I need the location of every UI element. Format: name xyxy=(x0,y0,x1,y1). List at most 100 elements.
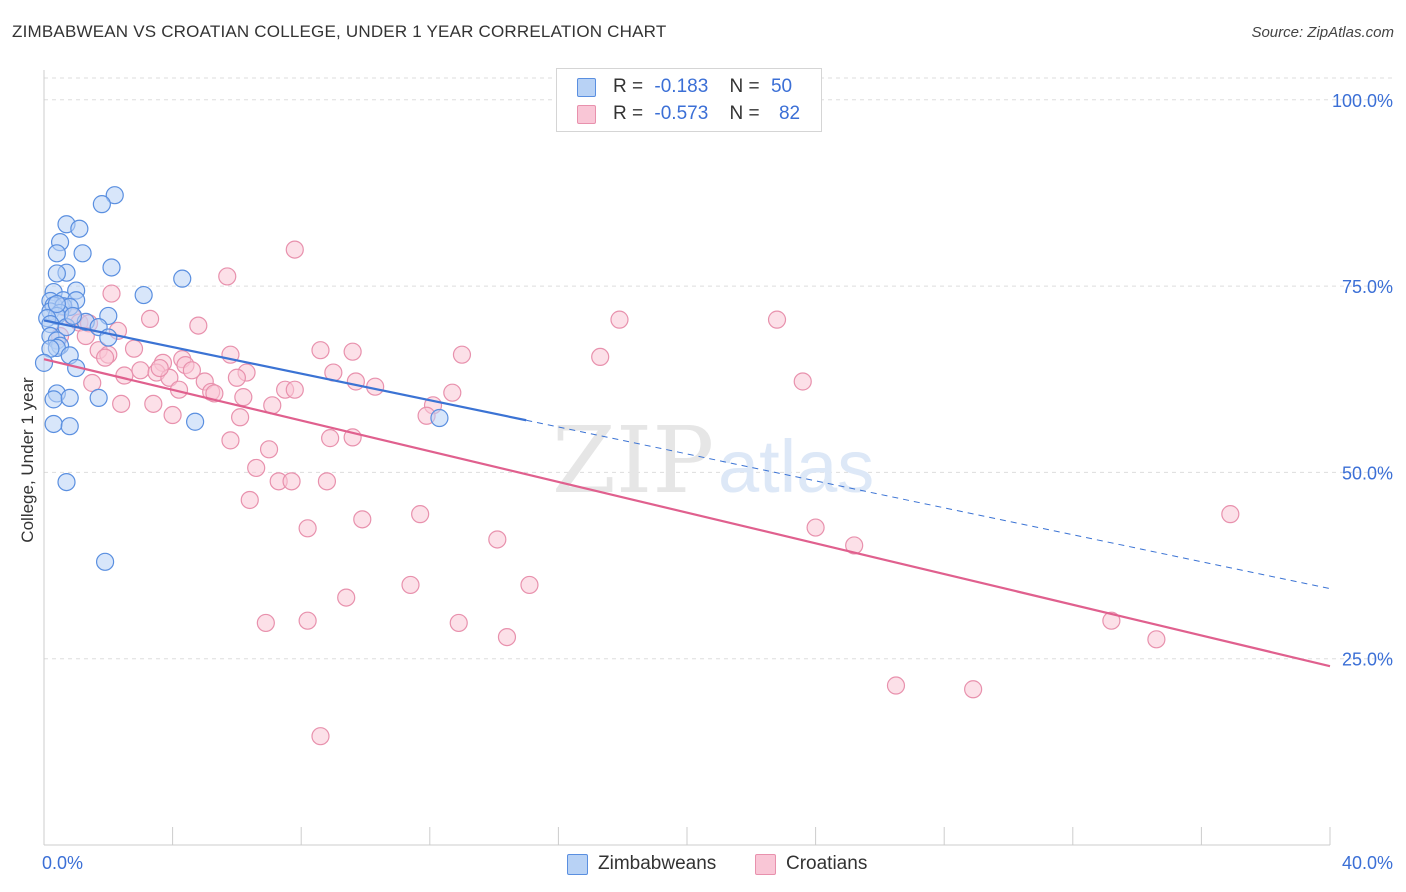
zimbabweans-point-45 xyxy=(430,408,449,428)
zimbabweans-point-49 xyxy=(63,306,83,326)
croatians-point-14 xyxy=(452,345,472,364)
y-tick-label-100: 100.0% xyxy=(1332,91,1393,111)
croatians-point-40 xyxy=(205,384,224,403)
croatians-point-31 xyxy=(346,372,365,391)
r-value: -0.573 xyxy=(654,103,709,124)
croatians-point-58 xyxy=(411,505,430,524)
croatians-point-74 xyxy=(886,676,906,695)
croatians-point-48 xyxy=(231,408,250,427)
croatians-point-1 xyxy=(218,267,237,286)
croatians-point-57 xyxy=(240,490,259,510)
croatians-point-62 xyxy=(488,530,507,549)
chart-title: ZIMBABWEAN VS CROATIAN COLLEGE, UNDER 1 … xyxy=(12,22,667,41)
croatians-point-81 xyxy=(150,358,169,378)
zimbabweans-point-40 xyxy=(60,388,79,407)
croatians-point-0 xyxy=(285,240,304,259)
croatians-point-13 xyxy=(343,342,362,361)
zimbabweans-point-36 xyxy=(34,353,54,372)
zimbabweans-legend-swatch xyxy=(567,854,588,875)
label-layer: 25.0% 50.0% 75.0% 100.0% 0.0% 40.0% College, U… xyxy=(18,91,1393,873)
croatians-point-71 xyxy=(497,627,517,647)
croatians-point-70 xyxy=(449,613,468,633)
watermark: ZIP atlas xyxy=(552,407,874,514)
zimbabweans-point-6 xyxy=(73,244,92,263)
croatians-point-56 xyxy=(317,472,337,491)
y-axis-label: College, Under 1 year xyxy=(18,377,37,543)
croatians-point-51 xyxy=(221,431,240,450)
zimbabweans-swatch xyxy=(577,78,596,97)
croatians-point-41 xyxy=(443,383,462,402)
legend-label: Croatians xyxy=(786,853,868,874)
croatians-point-35 xyxy=(793,372,812,391)
n-label: N = xyxy=(729,103,760,124)
zimbabweans-points xyxy=(34,186,449,571)
r-value: -0.183 xyxy=(654,76,709,97)
croatians-point-63 xyxy=(845,536,864,555)
croatians-point-12 xyxy=(311,341,330,360)
croatians-point-67 xyxy=(337,588,356,607)
croatians-swatch xyxy=(577,105,596,124)
zimbabweans-point-9 xyxy=(47,264,66,283)
y-tick-label-75: 75.0% xyxy=(1342,277,1393,297)
trend-layer xyxy=(43,319,1331,668)
croatians-point-52 xyxy=(259,440,279,459)
croatians-point-53 xyxy=(247,458,266,478)
n-value: 82 xyxy=(778,103,801,124)
zimbabweans-point-13 xyxy=(134,285,153,305)
croatians-point-23 xyxy=(95,348,115,367)
source-label: Source: ZipAtlas.com xyxy=(1251,24,1394,41)
croatians-point-43 xyxy=(144,394,163,413)
legend-label: Zimbabweans xyxy=(598,853,717,874)
croatians-point-2 xyxy=(102,284,121,303)
croatians-point-10 xyxy=(189,316,208,335)
zimbabweans-point-5 xyxy=(47,244,66,263)
zimbabweans-point-0 xyxy=(105,186,124,205)
croatians-point-28 xyxy=(115,366,134,385)
zimbabweans-trend-extension xyxy=(526,419,1331,590)
watermark-atlas: atlas xyxy=(718,425,874,508)
croatians-point-78 xyxy=(124,339,144,358)
croatians-point-18 xyxy=(591,347,610,366)
croatians-point-80 xyxy=(234,388,253,407)
zimbabweans-point-47 xyxy=(95,552,115,571)
croatians-point-72 xyxy=(1102,611,1121,630)
croatians-legend-swatch xyxy=(755,854,776,875)
croatians-point-73 xyxy=(1147,630,1166,649)
croatians-point-64 xyxy=(1221,505,1240,524)
watermark-zip: ZIP xyxy=(552,407,714,514)
zimbabweans-point-43 xyxy=(60,417,79,436)
zimbabweans-point-7 xyxy=(102,258,121,277)
croatians-point-61 xyxy=(806,518,825,537)
croatians-point-7 xyxy=(767,310,787,329)
croatians-point-5 xyxy=(140,309,160,328)
y-tick-label-25: 25.0% xyxy=(1342,650,1393,670)
n-label: N = xyxy=(729,76,760,97)
croatians-point-66 xyxy=(520,575,539,595)
zimbabweans-point-46 xyxy=(57,472,76,492)
croatians-point-49 xyxy=(321,429,340,448)
croatians-point-65 xyxy=(401,575,420,595)
r-label: R = xyxy=(613,103,644,124)
croatians-point-68 xyxy=(256,613,275,633)
zimbabweans-trend-line xyxy=(43,319,527,422)
zimbabweans-point-41 xyxy=(89,388,108,407)
croatians-point-24 xyxy=(182,361,201,380)
zimbabweans-point-42 xyxy=(44,414,63,434)
zimbabweans-point-39 xyxy=(44,390,63,409)
y-tick-label-50: 50.0% xyxy=(1342,463,1393,483)
croatians-point-42 xyxy=(112,394,131,413)
stats-legend: R = -0.183 N = 50 R = -0.573 N = 82 xyxy=(556,68,822,132)
croatians-point-75 xyxy=(964,680,983,699)
croatians-point-6 xyxy=(610,310,629,329)
axis-layer xyxy=(43,70,1331,846)
x-tick-label-min: 0.0% xyxy=(42,853,83,873)
zimbabweans-point-44 xyxy=(186,412,205,431)
croatians-point-37 xyxy=(285,380,304,399)
zimbabweans-point-1 xyxy=(92,195,111,214)
croatians-trend-line xyxy=(43,358,1331,668)
zimbabweans-point-3 xyxy=(70,219,89,238)
croatians-point-32 xyxy=(227,368,246,387)
croatians-point-22 xyxy=(131,361,150,380)
zimbabweans-point-48 xyxy=(47,294,66,314)
